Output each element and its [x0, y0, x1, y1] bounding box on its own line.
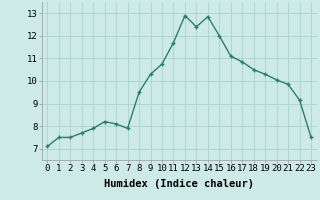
X-axis label: Humidex (Indice chaleur): Humidex (Indice chaleur) — [104, 179, 254, 189]
